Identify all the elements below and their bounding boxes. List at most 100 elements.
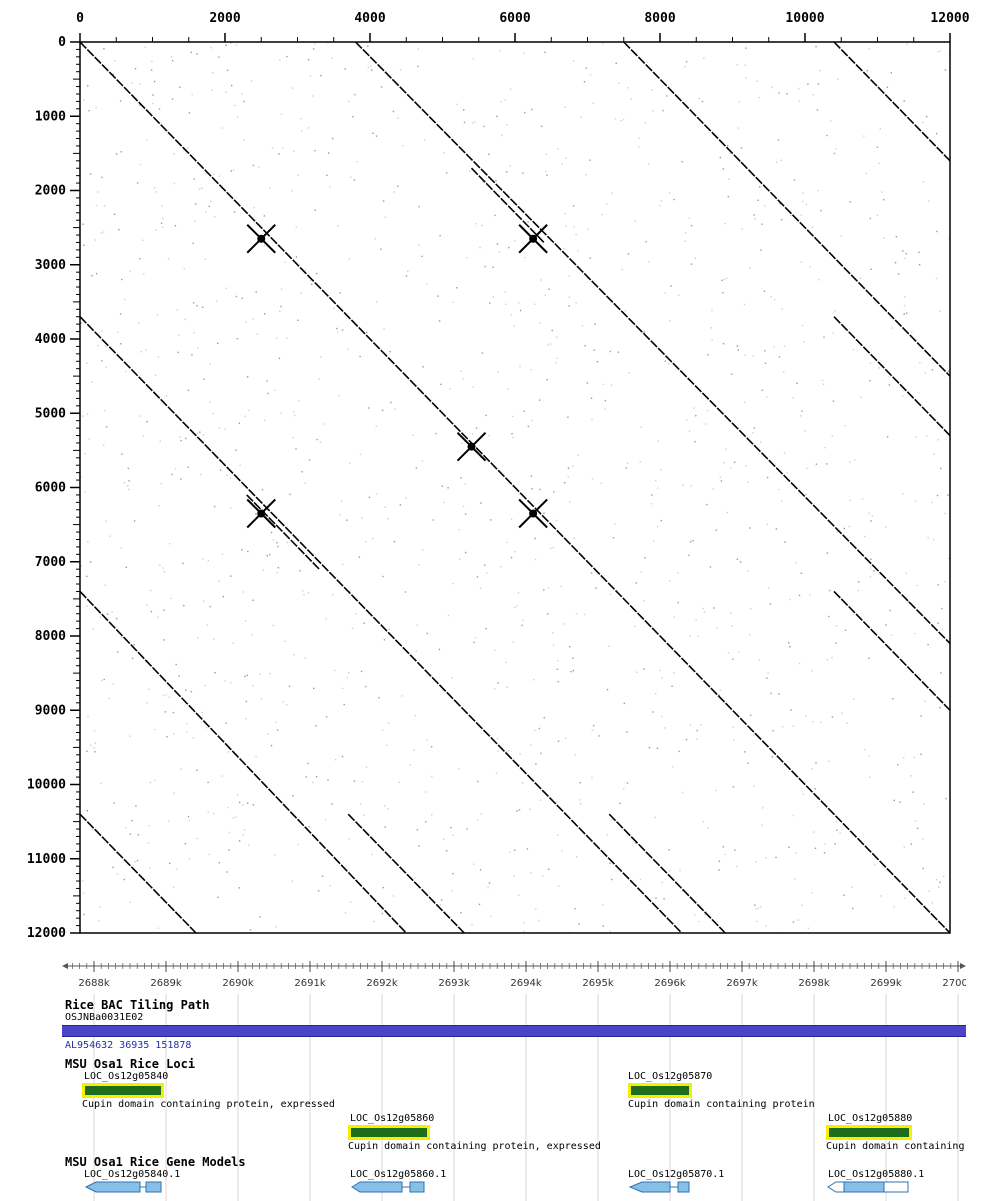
noise-dot [154, 374, 157, 376]
locus-label[interactable]: LOC_Os12g05880 [828, 1113, 913, 1124]
noise-dot [919, 362, 921, 364]
noise-dot [417, 48, 420, 50]
gene-model-label[interactable]: LOC_Os12g05880.1 [828, 1169, 925, 1180]
noise-dot [920, 715, 922, 717]
noise-dot [527, 425, 530, 428]
noise-dot [196, 432, 199, 434]
noise-dot [801, 410, 803, 412]
noise-dot [556, 668, 559, 670]
noise-dot [366, 331, 368, 333]
noise-dot [460, 912, 462, 914]
noise-dot [826, 134, 828, 137]
noise-dot [129, 833, 131, 835]
noise-dot [304, 482, 306, 484]
loci-track-title: MSU Osa1 Rice Loci [65, 1057, 196, 1071]
locus-feature[interactable] [628, 1083, 692, 1098]
noise-dot [483, 125, 485, 128]
utr [883, 1181, 909, 1193]
noise-dot [127, 467, 129, 470]
noise-dot [206, 624, 209, 626]
noise-dot [127, 485, 129, 487]
locus-label[interactable]: LOC_Os12g05840 [84, 1071, 169, 1082]
y-tick-label: 0 [58, 35, 66, 50]
bac-tiling-bar[interactable] [62, 1025, 966, 1037]
alignment-line [833, 316, 951, 437]
noise-dot [771, 756, 774, 758]
noise-dot [745, 465, 747, 467]
noise-dot [668, 849, 670, 851]
noise-dot [926, 115, 928, 118]
noise-dot [300, 292, 302, 294]
noise-dot [496, 737, 499, 740]
noise-dot [750, 608, 752, 610]
ruler-label: 2700k [942, 978, 966, 989]
noise-dot [572, 669, 575, 672]
noise-dot [333, 307, 335, 310]
noise-dot [431, 775, 433, 778]
gene-model[interactable] [628, 1181, 690, 1193]
noise-dot [105, 520, 107, 522]
noise-dot [882, 237, 885, 239]
gene-model[interactable] [351, 1181, 425, 1193]
noise-dot [698, 920, 700, 923]
locus-feature[interactable] [826, 1125, 912, 1140]
noise-dot [526, 848, 529, 850]
noise-dot [336, 327, 338, 330]
noise-dot [627, 253, 630, 255]
noise-dot [773, 298, 776, 301]
noise-dot [399, 504, 401, 506]
noise-dot [308, 127, 310, 129]
noise-dot [780, 159, 782, 161]
gene-model-label[interactable]: LOC_Os12g05860.1 [350, 1169, 447, 1180]
gene-model[interactable] [84, 1181, 162, 1193]
noise-dot [297, 174, 299, 176]
noise-dot [589, 257, 591, 259]
noise-dot [466, 828, 468, 830]
noise-dot [585, 67, 587, 69]
noise-dot [685, 61, 688, 63]
gene-model-label[interactable]: LOC_Os12g05840.1 [84, 1169, 181, 1180]
noise-dot [118, 228, 120, 231]
noise-dot [626, 731, 628, 733]
noise-dot [533, 679, 535, 681]
y-tick-label: 4000 [35, 332, 66, 347]
noise-dot [225, 722, 227, 724]
noise-dot [905, 572, 907, 575]
bac-accession-link[interactable]: AL954632 36935 151878 [65, 1040, 192, 1051]
noise-dot [390, 401, 392, 404]
ruler-label: 2691k [294, 978, 325, 989]
noise-dot [142, 435, 144, 437]
noise-dot [489, 302, 491, 304]
noise-dot [340, 500, 343, 502]
noise-dot [388, 628, 390, 630]
noise-dot [461, 442, 463, 444]
noise-dot [221, 775, 223, 777]
noise-dot [899, 801, 901, 803]
gene-model-label[interactable]: LOC_Os12g05870.1 [628, 1169, 725, 1180]
noise-dot [371, 853, 373, 856]
noise-dot [752, 355, 754, 357]
noise-dot [609, 862, 611, 864]
noise-dot [384, 506, 386, 508]
noise-dot [99, 906, 101, 908]
noise-dot [584, 345, 586, 347]
noise-dot [383, 639, 386, 641]
noise-dot [221, 553, 224, 555]
noise-dot [94, 751, 96, 753]
noise-dot [235, 816, 237, 818]
noise-dot [280, 288, 283, 290]
noise-dot [786, 472, 788, 474]
noise-dot [764, 205, 766, 207]
noise-dot [659, 669, 661, 672]
noise-dot [927, 200, 930, 202]
noise-dot [230, 575, 232, 577]
noise-dot [811, 226, 814, 228]
noise-dot [370, 65, 372, 67]
noise-dot [308, 459, 311, 461]
locus-label[interactable]: LOC_Os12g05860 [350, 1113, 435, 1124]
gene-model[interactable] [827, 1181, 909, 1193]
noise-dot [91, 829, 94, 831]
locus-feature[interactable] [82, 1083, 164, 1098]
locus-label[interactable]: LOC_Os12g05870 [628, 1071, 713, 1082]
locus-feature[interactable] [348, 1125, 430, 1140]
